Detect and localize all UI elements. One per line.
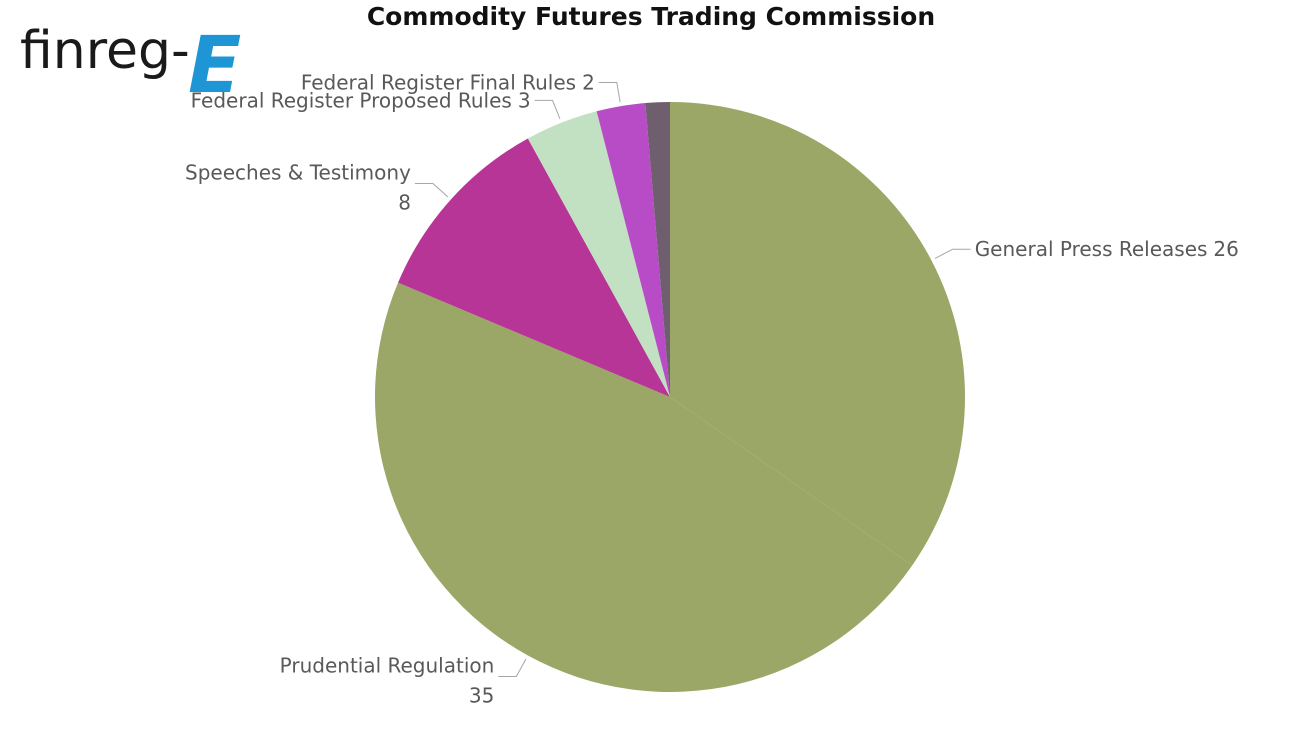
pie-slice xyxy=(527,111,670,397)
leader-line xyxy=(934,248,971,259)
slice-value: 35 xyxy=(469,684,494,708)
slice-label-group: General Press Releases 26 xyxy=(975,237,1239,261)
slice-label: Prudential Regulation xyxy=(280,654,495,678)
leader-line xyxy=(534,99,561,120)
leader-line xyxy=(414,183,449,198)
logo-text: finreg- xyxy=(20,21,190,81)
slice-label: Speeches & Testimony xyxy=(185,161,411,185)
pie-slice xyxy=(645,102,670,397)
pie-slice xyxy=(398,138,670,397)
slice-value: 26 xyxy=(1213,237,1238,261)
pie-slice xyxy=(374,282,913,692)
leader-line xyxy=(598,81,621,103)
slice-label-group: Federal Register Proposed Rules 3 xyxy=(191,88,531,112)
slice-label: Federal Register Final Rules xyxy=(301,70,576,94)
slice-label: General Press Releases xyxy=(975,237,1208,261)
slice-value: 3 xyxy=(518,88,531,112)
pie-slice xyxy=(670,102,965,566)
slice-label: Federal Register Proposed Rules xyxy=(191,88,512,112)
logo: finreg- E xyxy=(20,21,241,111)
slice-label-group: Federal Register Final Rules 2 xyxy=(301,70,595,94)
pie-slice xyxy=(596,103,670,397)
leader-line xyxy=(498,658,527,678)
slice-value: 8 xyxy=(398,191,411,215)
chart-title: Commodity Futures Trading Commission xyxy=(367,2,935,31)
slice-value: 2 xyxy=(582,70,595,94)
logo-mark: E xyxy=(188,21,241,111)
